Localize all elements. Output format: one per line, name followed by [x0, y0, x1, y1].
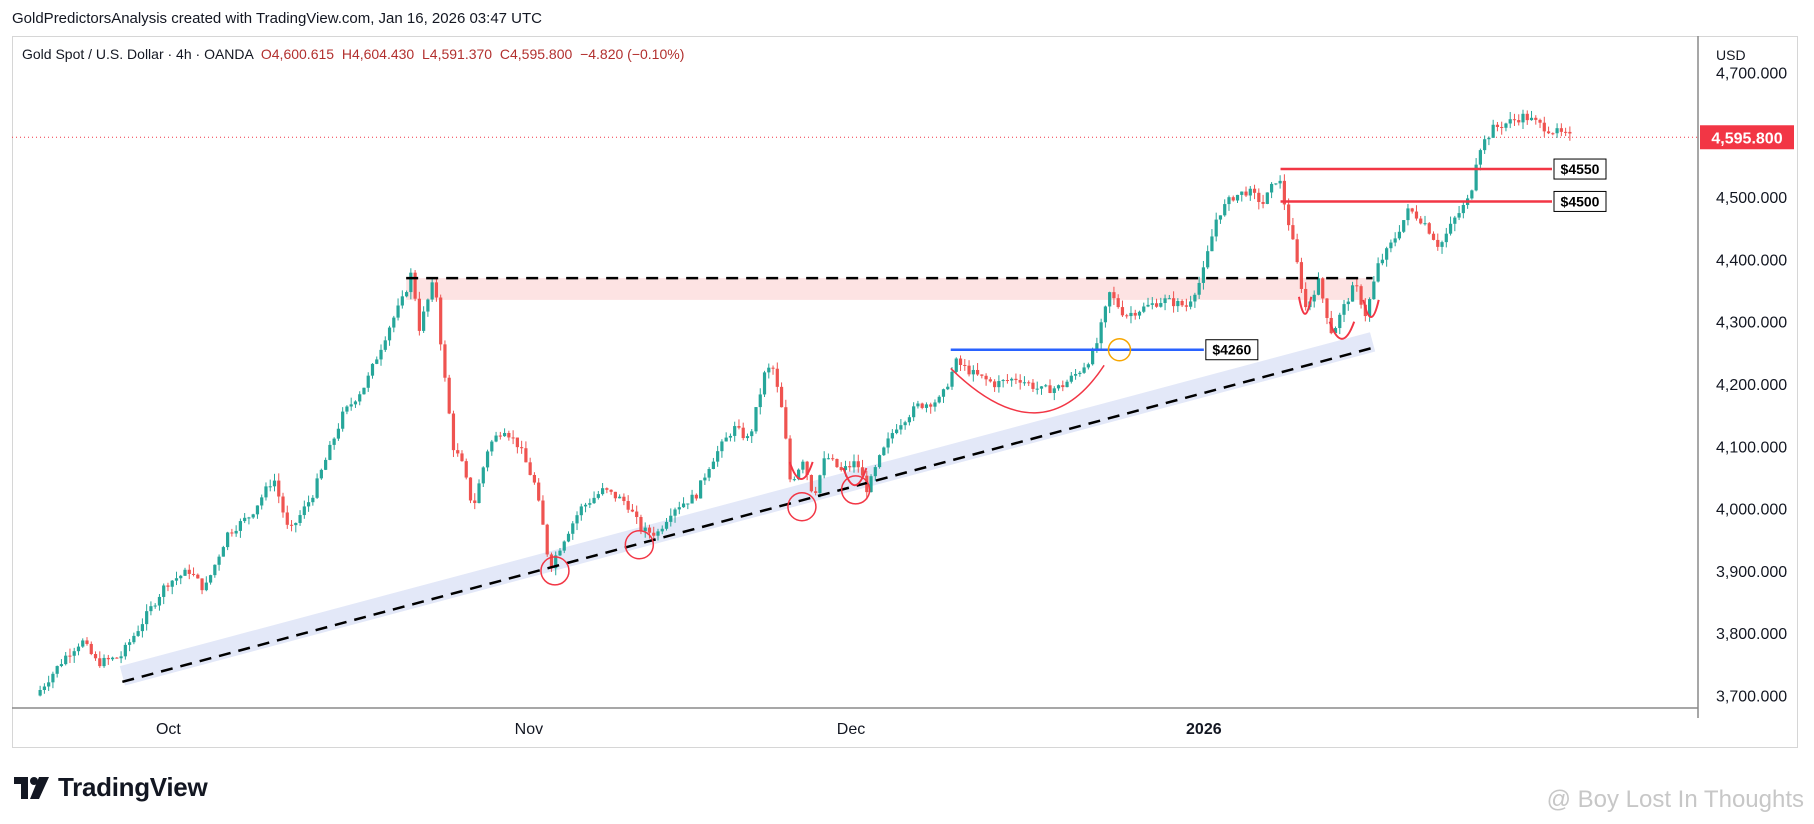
watermark-text: @ Boy Lost In Thoughts [1546, 786, 1804, 813]
legend-high: H4,604.430 [341, 46, 415, 62]
chart-frame [12, 36, 1798, 748]
legend-change: −4.820 (−0.10%) [580, 46, 685, 62]
ohlc-legend: Gold Spot / U.S. Dollar · 4h · OANDA O4,… [22, 46, 684, 62]
tradingview-logo-icon [14, 776, 49, 799]
tradingview-brand: TradingView [58, 772, 208, 802]
legend-open: O4,600.615 [260, 46, 335, 62]
legend-symbol: Gold Spot / U.S. Dollar · 4h · OANDA [22, 46, 254, 62]
legend-low: L4,591.370 [422, 46, 493, 62]
tradingview-logo[interactable]: TradingView [14, 772, 208, 803]
legend-close: C4,595.800 [499, 46, 573, 62]
chart-caption: GoldPredictorsAnalysis created with Trad… [12, 10, 542, 27]
